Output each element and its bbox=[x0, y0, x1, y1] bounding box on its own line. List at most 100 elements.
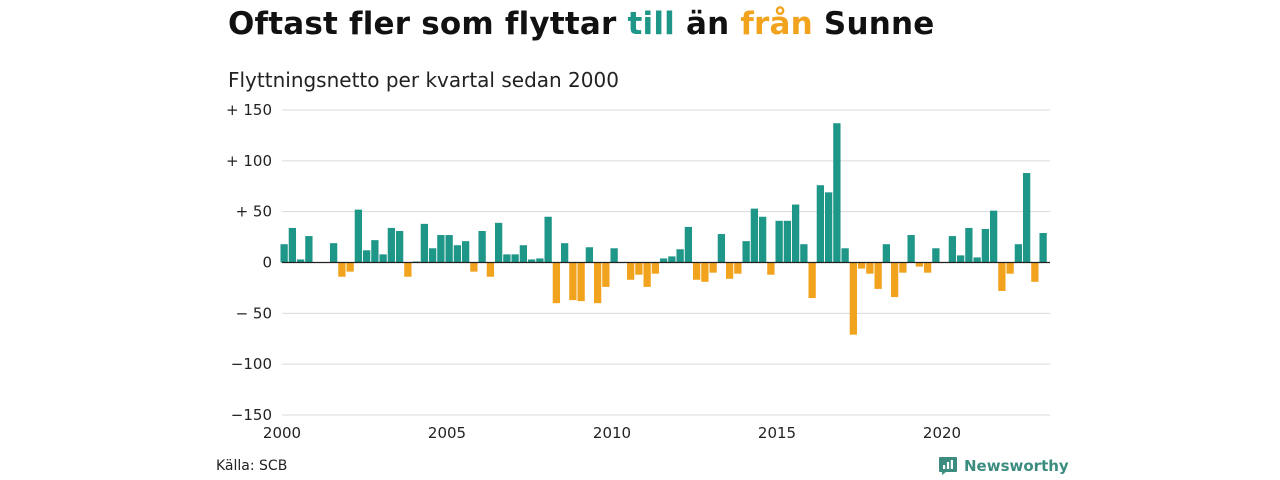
bar bbox=[296, 259, 305, 263]
title-fran: från bbox=[740, 6, 813, 42]
bar bbox=[734, 262, 742, 274]
bar bbox=[923, 262, 932, 273]
bar bbox=[750, 208, 759, 263]
bar bbox=[915, 262, 924, 267]
y-tick-label: + 100 bbox=[226, 152, 272, 170]
brand-logo[interactable]: Newsworthy bbox=[938, 456, 1069, 476]
bar bbox=[453, 245, 462, 263]
bar bbox=[569, 262, 577, 301]
bars bbox=[280, 123, 1047, 335]
y-tick-label: −150 bbox=[231, 406, 272, 424]
bar bbox=[420, 223, 429, 263]
bar bbox=[602, 262, 610, 287]
bar bbox=[379, 254, 387, 263]
bar bbox=[362, 250, 371, 263]
bar bbox=[610, 248, 618, 263]
bar bbox=[659, 258, 668, 263]
y-tick-label: − 50 bbox=[236, 304, 272, 322]
bar bbox=[1039, 233, 1047, 263]
chart-title: Oftast fler som flyttar till än från Sun… bbox=[228, 6, 934, 42]
bar bbox=[329, 243, 338, 263]
bar bbox=[767, 262, 775, 275]
title-till: till bbox=[627, 6, 675, 42]
bar bbox=[503, 254, 511, 263]
x-tick-label: 2020 bbox=[923, 424, 961, 442]
bar bbox=[948, 236, 957, 263]
bar bbox=[519, 245, 528, 263]
bar bbox=[965, 227, 973, 263]
bar bbox=[890, 262, 899, 298]
bar bbox=[874, 262, 882, 289]
bar bbox=[833, 123, 841, 263]
bar bbox=[288, 227, 297, 263]
bar bbox=[824, 192, 833, 263]
bar bbox=[775, 220, 783, 263]
bar bbox=[725, 262, 734, 279]
bar bbox=[742, 241, 750, 263]
bar bbox=[899, 262, 907, 273]
bar bbox=[882, 244, 891, 263]
bar bbox=[676, 249, 684, 263]
bar bbox=[989, 210, 998, 263]
bar bbox=[346, 262, 354, 272]
bar bbox=[643, 262, 651, 287]
bar bbox=[816, 185, 825, 263]
grid-lines bbox=[282, 109, 1050, 416]
bar bbox=[956, 255, 965, 263]
bar bbox=[478, 230, 486, 263]
bar bbox=[470, 262, 478, 272]
bar bbox=[758, 216, 767, 263]
bar bbox=[866, 262, 874, 274]
bar bbox=[428, 248, 437, 263]
bar bbox=[354, 209, 363, 263]
y-tick-label: + 150 bbox=[226, 101, 272, 119]
brand-name: Newsworthy bbox=[964, 457, 1069, 475]
bar bbox=[577, 262, 585, 302]
bar bbox=[692, 262, 701, 280]
x-tick-label: 2015 bbox=[758, 424, 796, 442]
newsworthy-logo-icon bbox=[939, 457, 957, 475]
bar bbox=[791, 204, 800, 263]
bar bbox=[527, 259, 536, 263]
bar bbox=[808, 262, 816, 299]
bar bbox=[800, 244, 808, 263]
title-mid: än bbox=[674, 6, 741, 42]
bar bbox=[437, 235, 445, 263]
bar bbox=[709, 262, 717, 273]
x-tick-label: 2010 bbox=[593, 424, 631, 442]
bar bbox=[338, 262, 346, 277]
y-tick-label: 0 bbox=[262, 254, 272, 272]
y-tick-label: −100 bbox=[231, 355, 272, 373]
bar bbox=[998, 262, 1006, 291]
bar bbox=[668, 256, 676, 263]
bar bbox=[932, 248, 940, 263]
bar bbox=[1014, 244, 1023, 263]
bar bbox=[981, 228, 990, 263]
x-tick-label: 2005 bbox=[428, 424, 466, 442]
bar bbox=[1006, 262, 1014, 274]
y-tick-label: + 50 bbox=[236, 203, 272, 221]
bar bbox=[626, 262, 635, 280]
bar bbox=[585, 247, 594, 263]
bar bbox=[841, 248, 849, 263]
x-tick-label: 2000 bbox=[263, 424, 301, 442]
bar bbox=[404, 262, 412, 277]
bar bbox=[387, 227, 396, 263]
bar bbox=[305, 236, 313, 263]
bar bbox=[552, 262, 561, 304]
bar bbox=[544, 216, 552, 263]
bar bbox=[371, 240, 379, 263]
bar bbox=[280, 244, 288, 263]
bar bbox=[701, 262, 709, 282]
title-part-1: Oftast fler som flyttar bbox=[228, 6, 628, 42]
bar bbox=[783, 220, 792, 263]
bar bbox=[461, 241, 470, 263]
chart-subtitle: Flyttningsnetto per kvartal sedan 2000 bbox=[228, 68, 619, 92]
y-axis-ticks: + 150 + 100 + 50 0 − 50 −100 −150 bbox=[226, 101, 272, 424]
title-end: Sunne bbox=[812, 6, 935, 42]
bar bbox=[849, 262, 858, 335]
bar bbox=[445, 235, 453, 263]
source-note: Källa: SCB bbox=[216, 458, 288, 474]
bar bbox=[635, 262, 643, 275]
